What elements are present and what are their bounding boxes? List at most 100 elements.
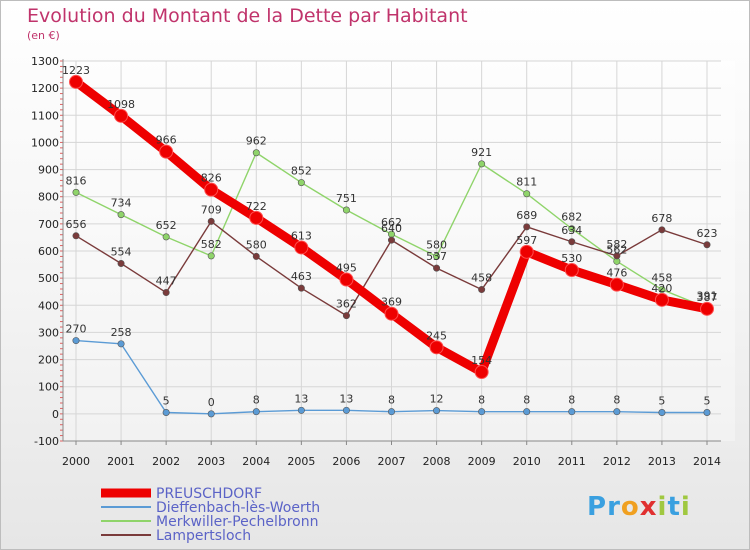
data-point: [568, 238, 576, 246]
data-label: 387: [697, 291, 718, 304]
y-tick-label: 1300: [31, 55, 59, 68]
data-label: 8: [253, 394, 260, 407]
data-label: 476: [606, 267, 627, 280]
data-label: 652: [156, 219, 177, 232]
data-label: 966: [156, 134, 177, 147]
x-tick-label: 2012: [603, 455, 631, 468]
y-tick-label: 500: [38, 272, 59, 285]
y-tick-label: 300: [38, 326, 59, 339]
x-tick-label: 2006: [332, 455, 360, 468]
y-tick-label: 100: [38, 381, 59, 394]
data-label: 852: [291, 165, 312, 178]
data-label: 816: [66, 174, 87, 187]
data-point: [474, 365, 489, 380]
data-label: 656: [66, 218, 87, 231]
data-point: [204, 182, 219, 197]
x-tick-label: 2008: [423, 455, 451, 468]
data-point: [114, 108, 129, 123]
x-tick-label: 2007: [378, 455, 406, 468]
data-point: [117, 340, 125, 348]
data-point: [342, 406, 350, 414]
data-label: 962: [246, 135, 267, 148]
logo-letter: i: [657, 492, 668, 522]
data-label: 8: [613, 394, 620, 407]
data-point: [658, 408, 666, 416]
data-label: 722: [246, 200, 267, 213]
data-label: 580: [426, 238, 447, 251]
y-tick-label: 0: [52, 408, 59, 421]
logo-letter: x: [639, 492, 658, 522]
data-label: 678: [651, 212, 672, 225]
data-label: 597: [516, 234, 537, 247]
data-label: 8: [388, 394, 395, 407]
data-label: 5: [163, 395, 170, 408]
legend-entry: PREUSCHDORF: [156, 486, 262, 502]
data-point: [252, 149, 260, 157]
x-tick-label: 2011: [558, 455, 586, 468]
y-tick-label: 1200: [31, 82, 59, 95]
x-tick-label: 2013: [648, 455, 676, 468]
x-tick-label: 2010: [513, 455, 541, 468]
data-label: 458: [651, 272, 672, 285]
y-tick-label: 200: [38, 354, 59, 367]
data-label: 580: [246, 238, 267, 251]
data-point: [69, 74, 83, 89]
data-label: 8: [478, 394, 485, 407]
data-point: [703, 408, 711, 416]
data-label: 8: [568, 394, 575, 407]
data-label: 582: [606, 238, 627, 251]
data-point: [433, 264, 441, 272]
data-point: [564, 263, 579, 277]
data-label: 258: [111, 326, 132, 339]
data-point: [294, 240, 309, 255]
data-label: 811: [516, 176, 537, 189]
x-tick-label: 2002: [152, 455, 180, 468]
x-tick-label: 2000: [62, 455, 90, 468]
legend-entry: Dieffenbach-lès-Woerth: [156, 500, 320, 516]
data-label: 640: [381, 222, 402, 235]
data-point: [519, 244, 534, 259]
x-tick-label: 2004: [242, 455, 270, 468]
data-point: [700, 301, 714, 316]
data-label: 826: [201, 172, 222, 185]
data-label: 369: [381, 296, 402, 309]
data-label: 682: [561, 211, 582, 224]
data-point: [433, 407, 441, 415]
data-label: 270: [66, 323, 87, 336]
data-point: [703, 241, 711, 249]
data-point: [162, 289, 170, 297]
data-point: [159, 144, 174, 159]
data-point: [162, 233, 170, 241]
data-label: 447: [156, 275, 177, 288]
data-label: 5: [658, 395, 665, 408]
logo-letter: t: [667, 492, 681, 522]
legend-entry: Merkwiller-Pechelbronn: [156, 514, 318, 530]
data-point: [523, 190, 531, 198]
data-label: 582: [201, 238, 222, 251]
data-point: [342, 206, 350, 214]
data-label: 154: [471, 354, 492, 367]
data-label: 458: [471, 272, 492, 285]
data-point: [72, 337, 80, 345]
data-point: [613, 252, 621, 260]
chart-subtitle: (en €): [27, 29, 60, 42]
logo-letter: P: [587, 492, 608, 522]
chart-title: Evolution du Montant de la Dette par Hab…: [27, 5, 468, 27]
data-point: [384, 306, 399, 321]
data-label: 0: [208, 396, 215, 409]
x-tick-label: 2014: [693, 455, 721, 468]
data-label: 634: [561, 224, 582, 237]
data-label: 1098: [107, 98, 135, 111]
data-label: 530: [561, 252, 582, 265]
data-point: [433, 252, 441, 260]
data-label: 463: [291, 270, 312, 283]
data-label: 5: [704, 395, 711, 408]
data-label: 613: [291, 229, 312, 242]
data-label: 751: [336, 192, 357, 205]
data-point: [72, 188, 80, 196]
data-label: 420: [651, 282, 672, 295]
proxiti-logo: Proxiti: [587, 492, 691, 522]
data-point: [339, 272, 354, 287]
data-point: [658, 226, 666, 234]
